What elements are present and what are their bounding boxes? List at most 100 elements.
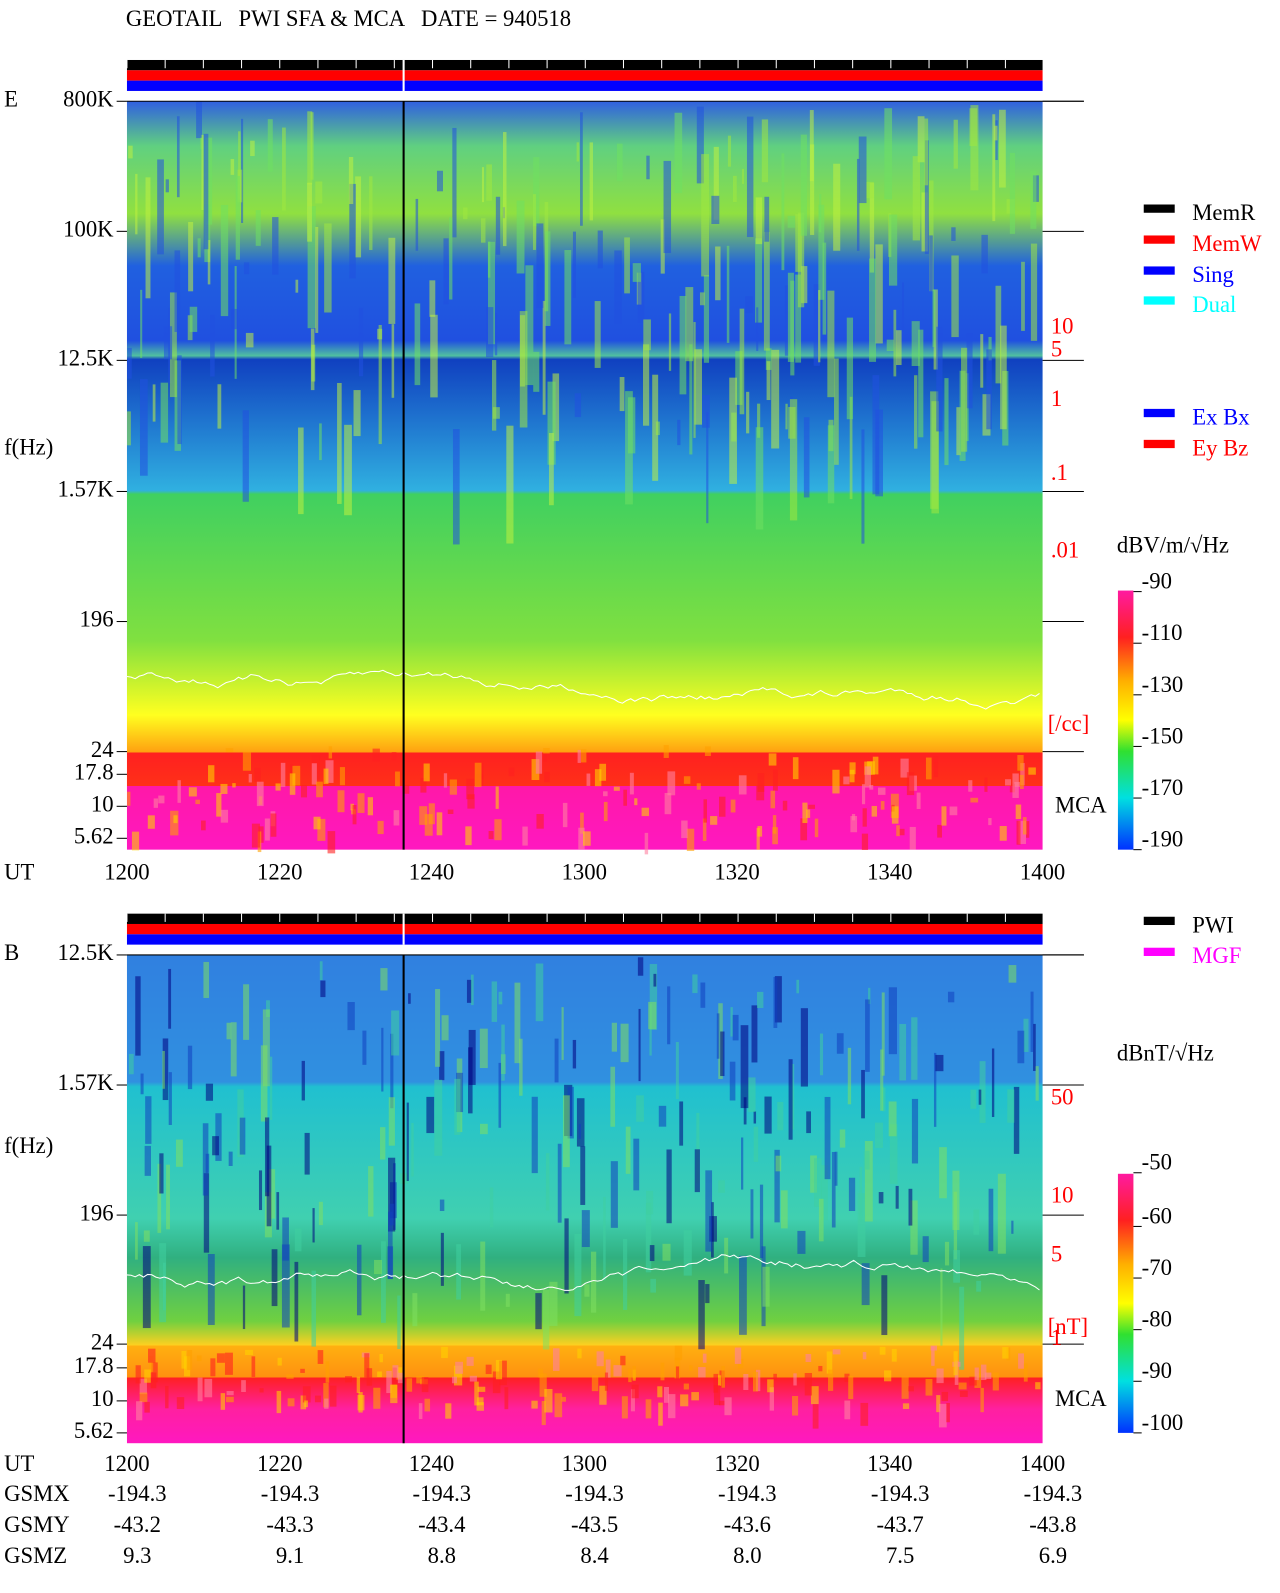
y-tick-label: 800K xyxy=(63,86,114,111)
texture xyxy=(953,1351,958,1376)
texture xyxy=(486,164,492,201)
texture xyxy=(997,1173,1006,1254)
panel-label: B xyxy=(4,940,19,965)
texture xyxy=(818,204,825,300)
texture xyxy=(633,1138,640,1191)
texture xyxy=(591,1375,599,1392)
texture xyxy=(264,818,270,841)
texture xyxy=(924,118,929,186)
texture xyxy=(834,1151,838,1186)
texture xyxy=(345,1376,352,1383)
texture xyxy=(157,159,164,255)
texture xyxy=(750,1189,754,1239)
texture xyxy=(933,1052,937,1127)
texture xyxy=(662,1243,671,1261)
texture xyxy=(430,314,438,398)
texture xyxy=(477,1386,486,1392)
mca-label: MCA xyxy=(1055,793,1107,818)
texture xyxy=(644,832,649,855)
texture xyxy=(197,1377,203,1402)
texture xyxy=(1028,767,1036,775)
texture xyxy=(406,1378,413,1392)
texture xyxy=(159,1243,167,1323)
texture xyxy=(203,1173,210,1253)
colorbar-tick-label: -60 xyxy=(1142,1203,1172,1228)
orbit-value: 9.3 xyxy=(123,1543,151,1568)
texture xyxy=(698,1367,706,1378)
texture xyxy=(696,783,701,790)
texture xyxy=(668,1394,676,1419)
texture xyxy=(941,806,947,826)
texture xyxy=(519,311,528,428)
axis-label: f(Hz) xyxy=(4,1133,53,1158)
texture xyxy=(163,326,173,360)
texture xyxy=(158,795,165,804)
density-label: 50 xyxy=(1051,1085,1074,1110)
texture xyxy=(836,1033,844,1054)
texture xyxy=(139,1378,147,1395)
texture xyxy=(649,1003,652,1056)
texture xyxy=(949,806,958,816)
texture xyxy=(255,210,261,246)
texture xyxy=(395,771,400,787)
texture xyxy=(304,1132,310,1175)
texture xyxy=(986,349,992,430)
texture xyxy=(147,815,155,829)
texture xyxy=(660,1362,665,1381)
texture xyxy=(381,1241,386,1323)
texture xyxy=(632,1365,636,1379)
texture xyxy=(1012,773,1019,798)
y-tick-label: 196 xyxy=(80,1200,114,1225)
colorbar-tick-label: -50 xyxy=(1142,1150,1172,1175)
texture xyxy=(254,767,261,783)
texture xyxy=(719,1400,725,1406)
texture xyxy=(814,818,819,838)
texture xyxy=(469,1375,477,1382)
texture xyxy=(358,1392,363,1413)
colorbar-tick-label: -100 xyxy=(1142,1410,1184,1435)
texture xyxy=(818,1198,824,1242)
texture xyxy=(294,1261,299,1342)
texture xyxy=(832,769,840,794)
texture xyxy=(645,1202,652,1273)
texture xyxy=(549,1281,558,1326)
texture xyxy=(613,786,620,791)
texture xyxy=(773,1373,777,1381)
density-label: 1 xyxy=(1051,386,1062,411)
texture xyxy=(901,1376,909,1399)
texture xyxy=(358,307,364,377)
texture xyxy=(576,1098,585,1147)
texture xyxy=(953,1250,961,1283)
texture xyxy=(535,1293,542,1330)
texture xyxy=(755,1369,761,1392)
legend-label: MemW xyxy=(1192,231,1262,256)
texture xyxy=(567,1086,574,1139)
texture xyxy=(139,1392,148,1403)
texture xyxy=(212,1136,219,1156)
texture xyxy=(705,1284,710,1304)
texture xyxy=(145,1096,152,1144)
texture xyxy=(304,1400,308,1408)
texture xyxy=(666,1149,672,1224)
texture xyxy=(480,218,486,243)
texture xyxy=(495,786,499,809)
texture xyxy=(864,766,871,788)
orbit-value: -194.3 xyxy=(108,1481,167,1506)
texture xyxy=(826,1351,833,1374)
texture xyxy=(988,336,992,361)
texture xyxy=(970,797,979,803)
texture xyxy=(792,1396,799,1416)
texture xyxy=(204,1378,213,1398)
texture xyxy=(646,1190,654,1215)
texture xyxy=(634,798,638,806)
texture xyxy=(874,1122,883,1148)
texture xyxy=(941,1391,949,1402)
texture xyxy=(909,826,916,850)
texture xyxy=(871,805,878,817)
texture xyxy=(140,289,143,358)
texture xyxy=(756,307,759,351)
texture xyxy=(890,793,899,818)
legend-label: Sing xyxy=(1192,262,1234,287)
texture xyxy=(539,1373,547,1397)
texture xyxy=(577,749,581,763)
